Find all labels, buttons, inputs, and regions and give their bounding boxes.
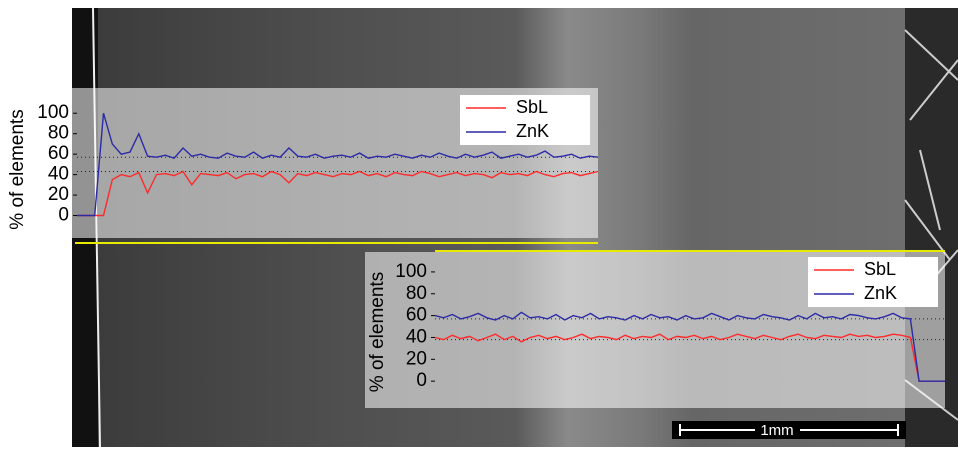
y-tick-label: 20 — [48, 184, 69, 205]
data-line — [77, 113, 599, 217]
data-line — [77, 170, 599, 217]
legend-label: SbL — [864, 259, 896, 279]
legend-box — [460, 95, 590, 145]
data-line — [434, 311, 945, 382]
y-tick-label: 40 — [48, 164, 69, 185]
y-axis-label: % of elements — [367, 272, 388, 392]
legend-box — [808, 257, 938, 307]
legend-label: SbL — [516, 97, 548, 117]
y-tick-label: 40 — [406, 326, 427, 347]
y-tick-label: 80 — [48, 123, 69, 144]
legend-label: ZnK — [864, 283, 897, 303]
data-line — [434, 333, 945, 382]
scale-bar-label: 1mm — [760, 422, 793, 439]
y-tick-label: 100 — [37, 102, 69, 123]
legend-label: ZnK — [516, 121, 549, 141]
scale-bar-bg — [672, 421, 906, 439]
y-tick-label: 0 — [58, 205, 69, 226]
y-tick-label: 20 — [406, 348, 427, 369]
y-tick-label: 100 — [395, 261, 427, 282]
y-tick-label: 60 — [48, 143, 69, 164]
y-tick-label: 80 — [406, 283, 427, 304]
y-tick-label: 0 — [416, 370, 427, 391]
y-axis-label: % of elements — [7, 109, 28, 229]
y-tick-label: 60 — [406, 305, 427, 326]
